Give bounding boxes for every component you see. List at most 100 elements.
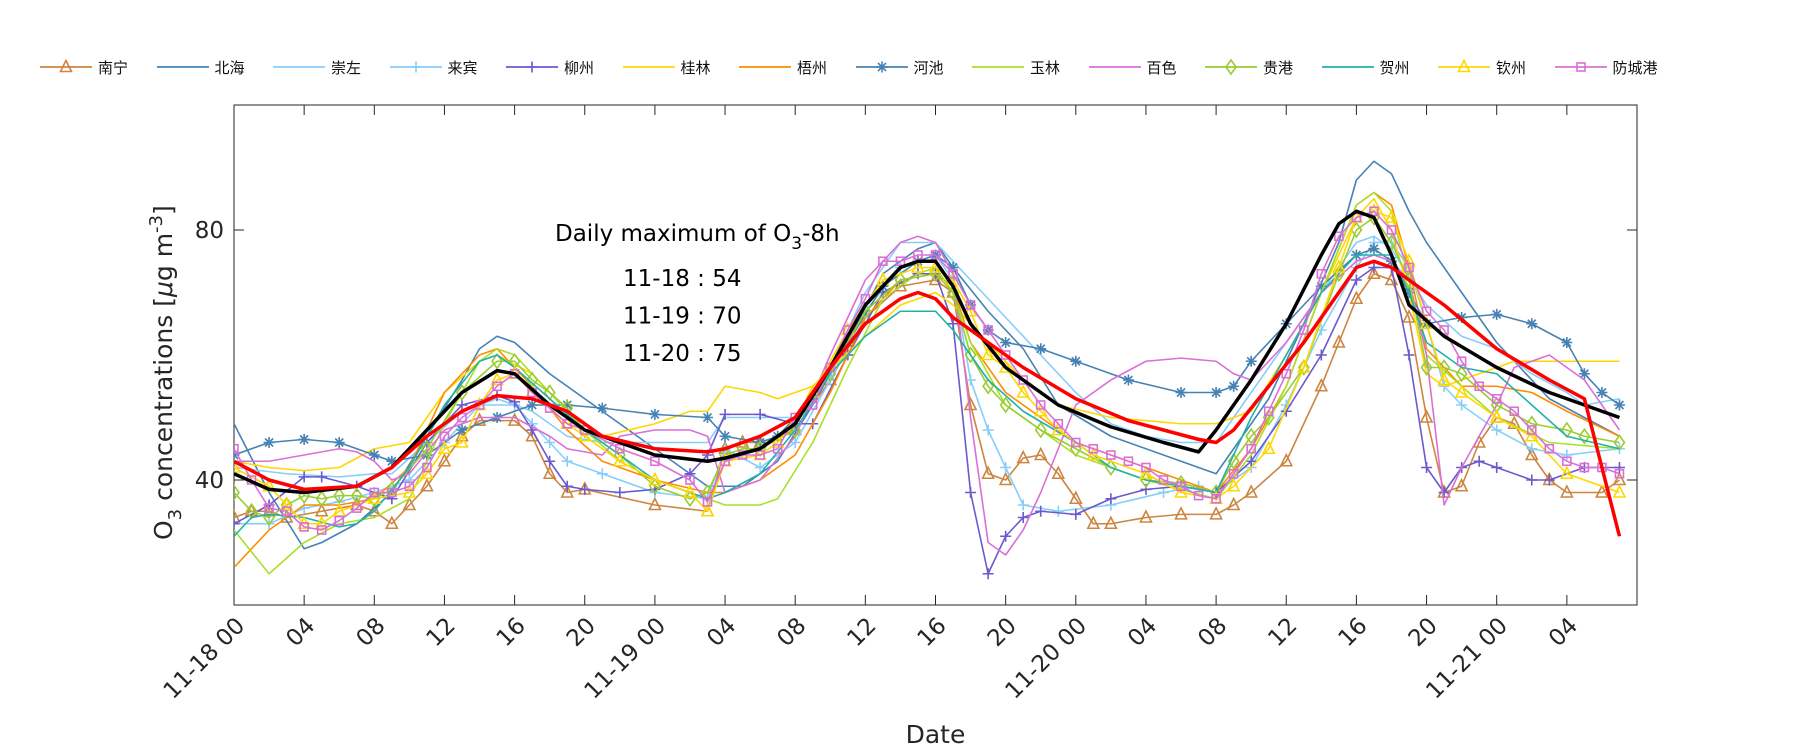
legend-item: 百色 <box>1088 54 1206 80</box>
x-tick-label: 20 <box>983 613 1022 652</box>
data-point-marker <box>983 325 993 335</box>
data-point-marker <box>1193 490 1204 501</box>
legend-item: 南宁 <box>40 54 157 80</box>
data-point-marker <box>1158 475 1169 485</box>
series-line <box>234 160 1620 550</box>
data-point-marker <box>1578 427 1591 445</box>
y-axis-label-part: O <box>149 520 178 540</box>
x-tick-label: 12 <box>422 613 461 652</box>
data-point-marker <box>562 418 573 429</box>
x-tick-label: 16 <box>913 613 952 652</box>
data-point-marker <box>1175 387 1187 398</box>
data-point-marker <box>650 456 660 467</box>
legend-item: 钦州 <box>1438 54 1555 80</box>
data-point-marker <box>649 408 661 420</box>
legend-item: 贺州 <box>1321 54 1439 80</box>
legend-item: 河池 <box>855 54 973 80</box>
data-point-marker <box>965 300 976 310</box>
data-point-marker <box>542 465 557 480</box>
data-point-marker <box>1034 421 1047 439</box>
data-point-marker <box>490 371 504 386</box>
data-point-marker <box>719 408 731 420</box>
data-point-marker <box>1000 337 1012 348</box>
data-point-marker <box>402 496 417 511</box>
legend-label: 河池 <box>913 58 944 77</box>
data-point-marker <box>1421 306 1432 317</box>
data-point-marker <box>385 515 399 530</box>
data-point-marker <box>367 490 382 505</box>
data-point-marker <box>1016 449 1030 464</box>
data-point-marker <box>577 427 592 442</box>
data-point-marker <box>244 502 259 517</box>
data-point-marker <box>1139 465 1153 480</box>
data-point-marker <box>1456 399 1468 411</box>
data-point-marker <box>928 271 943 286</box>
data-point-marker <box>1053 418 1064 429</box>
data-point-marker <box>1122 374 1134 386</box>
data-point-marker <box>1561 449 1573 461</box>
legend-item: 柳州 <box>506 54 623 80</box>
legend-item: 来宾 <box>389 54 507 80</box>
data-point-marker <box>1613 462 1625 473</box>
legend-label: 梧州 <box>797 58 828 77</box>
data-point-marker <box>420 440 433 458</box>
legend-label: 贺州 <box>1379 58 1410 77</box>
legend-item: 梧州 <box>739 54 856 80</box>
data-point-marker <box>1612 484 1627 498</box>
data-point-marker <box>1211 493 1221 504</box>
data-point-marker <box>1035 343 1047 355</box>
data-point-marker <box>472 412 487 426</box>
data-point-marker <box>772 443 783 454</box>
data-point-marker <box>263 437 275 448</box>
data-point-marker <box>1614 468 1625 479</box>
data-point-marker <box>1261 440 1276 455</box>
x-tick-label: 16 <box>492 613 531 652</box>
data-point-marker <box>1228 380 1240 392</box>
data-point-marker <box>1578 368 1590 380</box>
data-point-marker <box>316 471 328 483</box>
data-point-marker <box>1386 225 1397 235</box>
data-point-marker <box>702 412 714 423</box>
data-point-marker <box>1403 349 1415 361</box>
data-point-marker <box>1613 434 1626 451</box>
data-point-marker <box>1297 359 1310 376</box>
data-point-marker <box>1157 487 1169 498</box>
data-point-marker <box>403 474 415 486</box>
data-point-marker <box>264 503 274 513</box>
data-point-marker <box>1491 308 1503 320</box>
data-point-marker <box>947 318 959 330</box>
data-point-marker <box>1351 212 1362 223</box>
data-point-marker <box>684 468 696 480</box>
data-point-marker <box>1524 427 1539 442</box>
data-point-marker <box>1596 387 1608 398</box>
data-point-marker <box>1033 446 1048 461</box>
series-group <box>234 160 1627 580</box>
legend-swatch-triangle-icon <box>40 58 92 73</box>
legend-swatch-none-icon <box>972 66 1024 68</box>
data-point-marker <box>1123 456 1134 467</box>
data-point-marker <box>315 490 328 508</box>
data-point-marker <box>596 468 608 480</box>
y-axis-label-part: 3 <box>165 509 186 520</box>
data-point-marker <box>1367 265 1381 280</box>
data-point-marker <box>299 522 309 532</box>
data-point-marker <box>965 374 977 386</box>
data-point-marker <box>422 462 432 473</box>
legend-label: 钦州 <box>1496 58 1527 77</box>
series-city-13 <box>234 206 1625 535</box>
data-point-marker <box>683 484 697 498</box>
legend-marker <box>1575 62 1586 72</box>
data-point-marker <box>544 455 556 467</box>
annotation-title: Daily maximum of O3-8h <box>555 221 840 254</box>
data-point-marker <box>648 496 662 511</box>
legend-label: 玉林 <box>1030 58 1061 77</box>
data-point-marker <box>895 256 906 267</box>
legend-item: 防城港 <box>1554 54 1672 80</box>
legend-marker <box>1457 58 1471 73</box>
data-point-marker <box>1526 425 1537 435</box>
data-point-marker <box>579 483 591 495</box>
data-point-marker <box>948 268 958 279</box>
data-point-marker <box>404 481 415 492</box>
annotation-line: 11-19 : 70 <box>623 304 741 330</box>
data-point-marker <box>648 471 662 486</box>
